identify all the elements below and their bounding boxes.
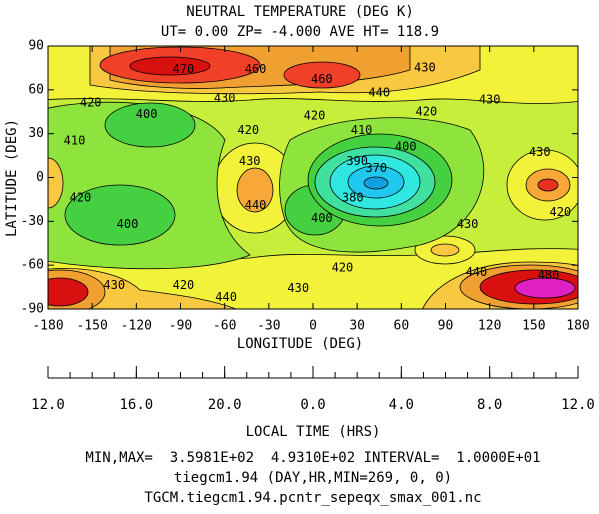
contour-label: 420 <box>70 190 92 204</box>
x2-tick-label: 8.0 <box>477 397 502 413</box>
y-tick-label: -60 <box>21 258 44 273</box>
x-tick-label: -30 <box>257 319 280 334</box>
contour-label: 420 <box>80 95 102 109</box>
contour-label: 430 <box>239 154 261 168</box>
x2-tick-label: 16.0 <box>119 397 153 413</box>
y-tick-label: 0 <box>36 170 44 185</box>
x2-tick-label: 4.0 <box>389 397 414 413</box>
contour-label: 430 <box>479 93 501 107</box>
footer-line: tiegcm1.94 (DAY,HR,MIN=269, 0, 0) <box>174 470 452 486</box>
x-tick-label: 180 <box>566 319 589 334</box>
x-tick-label: -120 <box>121 319 152 334</box>
x2-tick-label: 12.0 <box>31 397 65 413</box>
x-tick-label: 30 <box>349 319 365 334</box>
contour-fill <box>48 46 578 309</box>
y-tick-label: 60 <box>28 82 44 97</box>
contour-label: 460 <box>245 62 267 76</box>
contour-label: 400 <box>136 107 158 121</box>
contour-label: 420 <box>304 109 326 123</box>
contour-label: 370 <box>365 161 387 175</box>
contour-label: 430 <box>529 145 551 159</box>
x-tick-label: -90 <box>169 319 192 334</box>
footer-line: MIN,MAX= 3.5981E+02 4.9310E+02 INTERVAL=… <box>85 450 540 466</box>
y-tick-label: 90 <box>28 39 44 54</box>
contour-label: 440 <box>368 85 390 99</box>
contour-label: 430 <box>287 281 309 295</box>
y-tick-label: -30 <box>21 214 44 229</box>
contour-label: 420 <box>416 104 438 118</box>
footer-line: TGCM.tiegcm1.94.pcntr_sepeqx_smax_001.nc <box>144 490 481 506</box>
contour-label: 420 <box>173 278 195 292</box>
x2-axis-label: LOCAL TIME (HRS) <box>246 424 381 440</box>
chart-title: NEUTRAL TEMPERATURE (DEG K) <box>186 4 414 20</box>
contour-label: 400 <box>395 139 417 153</box>
contour-label: 420 <box>237 123 259 137</box>
x-tick-label: 60 <box>394 319 410 334</box>
contour-label: 440 <box>466 265 488 279</box>
x-tick-label: -180 <box>32 319 63 334</box>
contour-label: 460 <box>311 72 333 86</box>
contour-label: 420 <box>332 261 354 275</box>
contour-label: 430 <box>457 217 479 231</box>
contour-label: 480 <box>538 268 560 282</box>
x-tick-label: 0 <box>309 319 317 334</box>
contour-label: 420 <box>549 205 571 219</box>
contour-label: 400 <box>117 217 139 231</box>
y-tick-label: 30 <box>28 126 44 141</box>
chart-subtitle: UT= 0.00 ZP= -4.000 AVE HT= 118.9 <box>161 24 439 40</box>
contour-label: 410 <box>351 123 373 137</box>
x-tick-label: -60 <box>213 319 236 334</box>
contour-label: 470 <box>173 62 195 76</box>
y-tick-label: -90 <box>21 302 44 317</box>
x-axis-label: LONGITUDE (DEG) <box>237 336 363 352</box>
x-tick-label: -150 <box>77 319 108 334</box>
y-axis-label: LATITUDE (DEG) <box>4 119 20 237</box>
x2-tick-label: 20.0 <box>208 397 242 413</box>
contour-label: 390 <box>346 154 368 168</box>
contour-label: 380 <box>342 190 364 204</box>
x-tick-label: 120 <box>478 319 501 334</box>
contour-label: 410 <box>64 133 86 147</box>
contour-label: 440 <box>245 198 267 212</box>
x2-tick-label: 12.0 <box>561 397 595 413</box>
x2-tick-label: 0.0 <box>300 397 325 413</box>
contour-label: 430 <box>414 60 436 74</box>
contour-label: 440 <box>215 290 237 304</box>
contour-label: 430 <box>214 91 236 105</box>
x-tick-label: 90 <box>438 319 454 334</box>
contour-label: 400 <box>311 211 333 225</box>
x-tick-label: 150 <box>522 319 545 334</box>
contour-label: 430 <box>103 278 125 292</box>
